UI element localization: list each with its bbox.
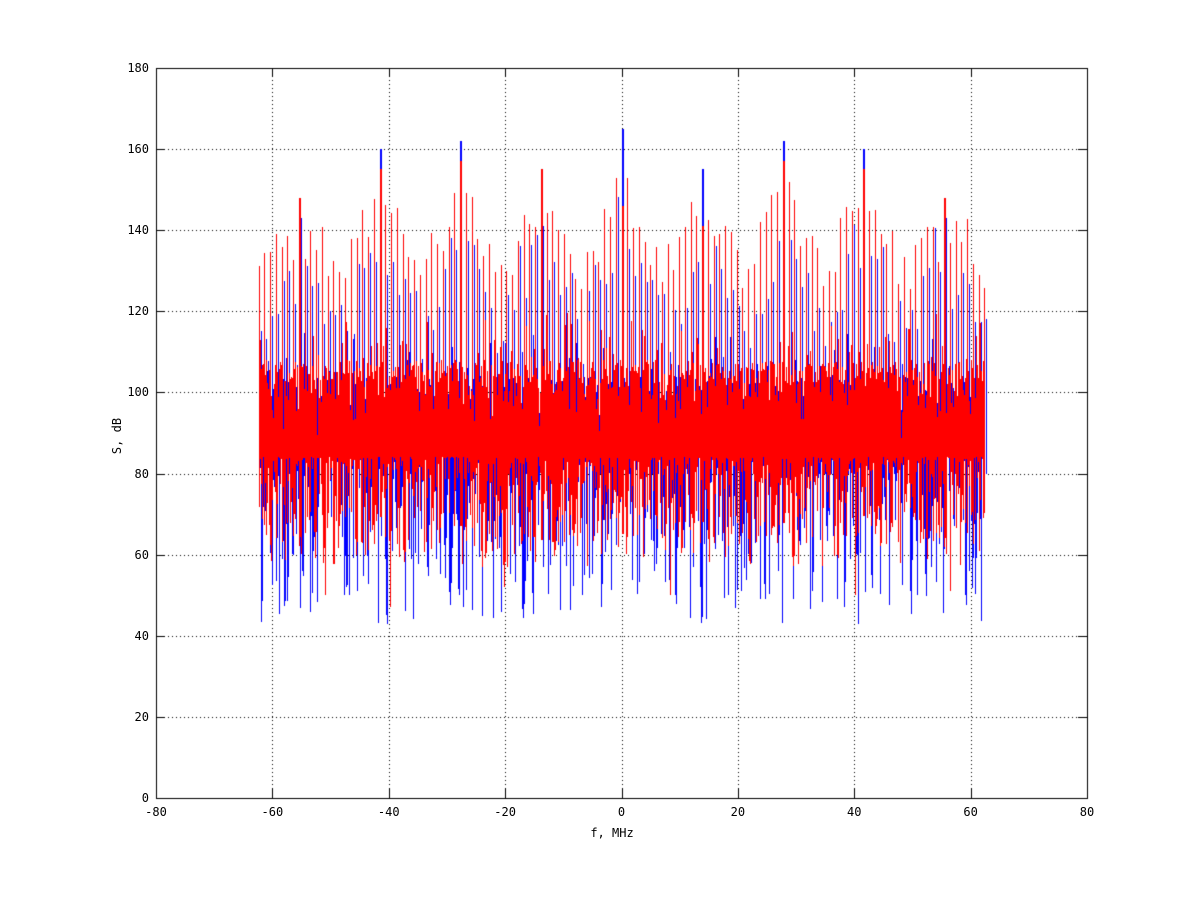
- y-tick-label-60: 60: [134, 547, 149, 562]
- y-tick-label-120: 120: [127, 304, 149, 319]
- x-tick-label-40: 40: [847, 805, 862, 819]
- y-axis-label: S, dB: [110, 417, 124, 455]
- y-tick-label-180: 180: [127, 61, 149, 75]
- y-tick-label-140: 140: [127, 223, 149, 238]
- x-tick-label-0: 0: [617, 805, 626, 819]
- x-tick-label-60: 60: [963, 805, 978, 819]
- x-tick-label--20: -20: [494, 805, 516, 819]
- x-tick-label--80: -80: [145, 805, 167, 819]
- x-axis-label: f, MHz: [590, 826, 634, 840]
- y-tick-label-40: 40: [134, 628, 149, 643]
- y-tick-label-100: 100: [127, 385, 149, 400]
- x-tick-label-80: 80: [1079, 805, 1095, 819]
- y-tick-label-0: 0: [141, 791, 149, 805]
- x-tick-label--60: -60: [261, 805, 284, 819]
- y-tick-label-80: 80: [134, 466, 149, 481]
- x-tick-label--40: -40: [377, 805, 400, 819]
- y-tick-label-160: 160: [127, 142, 149, 157]
- y-tick-label-20: 20: [134, 709, 149, 724]
- x-tick-label-20: 20: [730, 805, 746, 819]
